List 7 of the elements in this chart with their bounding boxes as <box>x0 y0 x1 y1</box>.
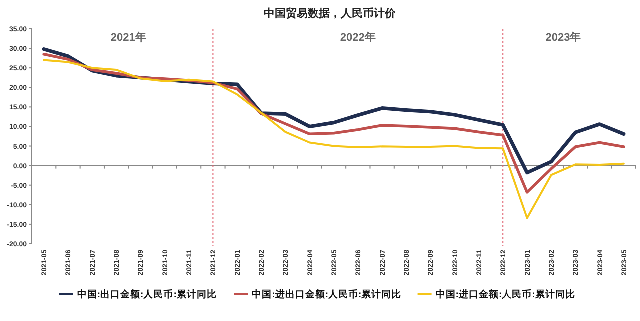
annotation: 2023年 <box>546 31 582 44</box>
chart-title: 中国贸易数据，人民币计价 <box>264 7 397 20</box>
legend-label: 中国:进出口金额:人民币:累计同比 <box>252 288 402 300</box>
annotation: 2021年 <box>110 31 146 44</box>
legend-label: 中国:进口金额:人民币:累计同比 <box>436 288 576 300</box>
annotation: 2022年 <box>340 31 376 44</box>
legend-label: 中国:出口金额:人民币:累计同比 <box>77 288 217 300</box>
